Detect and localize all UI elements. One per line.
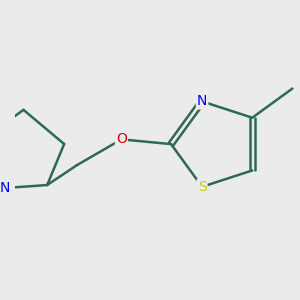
Text: N: N (197, 94, 207, 108)
Text: N: N (0, 181, 10, 195)
Text: S: S (198, 180, 206, 194)
Text: O: O (116, 132, 127, 146)
